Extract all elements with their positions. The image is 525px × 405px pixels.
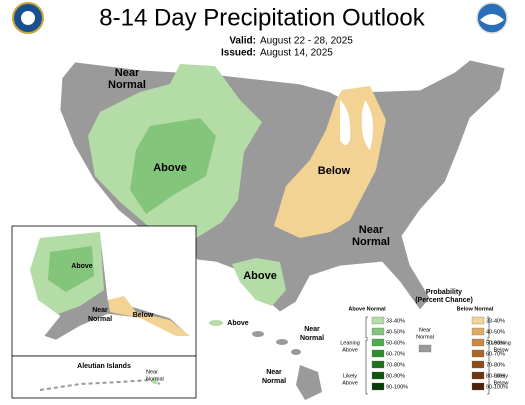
legend-bin: 60-70% <box>386 351 405 357</box>
hawaii-label: Normal <box>262 378 286 385</box>
legend-bin: 60-70% <box>486 351 505 357</box>
legend-swatch <box>418 344 432 353</box>
legend-bracket <box>487 316 490 339</box>
great-lakes <box>340 100 374 150</box>
legend-heading: Below Normal <box>457 306 494 312</box>
legend-swatch <box>471 382 485 391</box>
legend-swatch <box>471 371 485 380</box>
legend-bin: 90-100% <box>386 384 408 390</box>
alaska-below <box>108 296 190 336</box>
legend-bracket <box>365 339 368 395</box>
legend-swatch <box>471 360 485 369</box>
region-label: Above <box>153 162 187 174</box>
legend-title: Probability <box>426 289 462 296</box>
alaska-label: Normal <box>88 316 112 323</box>
legend-swatch <box>471 316 485 325</box>
region-label: Near <box>115 67 140 79</box>
legend-group: Above <box>342 347 358 353</box>
legend-bracket <box>365 316 368 339</box>
alaska-above-likely <box>48 246 94 292</box>
valid-label: Valid: <box>229 36 256 47</box>
legend-swatch <box>371 338 385 347</box>
issued-date: August 14, 2025 <box>260 48 333 59</box>
legend-bin: 70-80% <box>486 362 505 368</box>
aleutian-inset <box>11 355 197 399</box>
legend-group: Below <box>494 347 509 353</box>
conus-above-likely <box>130 118 216 214</box>
region-label: Normal <box>352 236 390 248</box>
legend-group: Likely <box>494 373 508 379</box>
legend-group: Below <box>494 380 509 386</box>
legend-heading: Above Normal <box>348 306 386 312</box>
hawaii-island <box>291 349 301 355</box>
texas-above <box>232 258 286 306</box>
legend-bin: 40-50% <box>386 329 405 335</box>
hawaii-label: Near <box>266 369 282 376</box>
noaa-logo-bird <box>480 14 504 25</box>
region-label: Normal <box>108 79 146 91</box>
legend-bin: 70-80% <box>386 362 405 368</box>
title: 8-14 Day Precipitation Outlook <box>99 4 426 31</box>
legend-group: Above <box>342 380 358 386</box>
valid-dates: August 22 - 28, 2025 <box>260 36 353 47</box>
legend-title: (Percent Chance) <box>415 297 473 304</box>
legend-group: Leaning <box>491 340 511 346</box>
legend-near: Normal <box>416 334 434 340</box>
legend-bin: 80-90% <box>386 373 405 379</box>
legend-swatch <box>471 327 485 336</box>
legend-swatch <box>371 316 385 325</box>
alaska-label: Below <box>133 312 154 319</box>
hawaii-label: Near <box>304 326 320 333</box>
hawaii-label: Above <box>227 320 249 327</box>
alaska-label: Near <box>92 307 108 314</box>
region-label: Below <box>318 165 351 177</box>
hawaii-label: Normal <box>300 335 324 342</box>
legend-swatch <box>371 382 385 391</box>
legend-swatch <box>371 349 385 358</box>
aleutian-label: Near <box>146 369 158 375</box>
legend-bin: 90-100% <box>486 384 508 390</box>
legend-bin: 33-40% <box>486 318 505 324</box>
legend-group: Leaning <box>340 340 360 346</box>
legend-group: Likely <box>343 373 357 379</box>
aleutian-label: Normal <box>146 376 164 382</box>
legend-near: Near <box>419 327 431 333</box>
legend-bracket <box>487 339 490 395</box>
alaska-label: Above <box>71 263 93 270</box>
aleutian-shade <box>152 378 158 384</box>
issued-label: Issued: <box>221 48 256 59</box>
conus-below-leaning <box>274 86 386 238</box>
hawaii-island <box>252 331 264 337</box>
legend-swatch <box>371 360 385 369</box>
region-label: Near <box>359 224 384 236</box>
legend-swatch <box>471 338 485 347</box>
region-label: Above <box>243 270 277 282</box>
legend-bin: 50-60% <box>486 340 505 346</box>
legend-swatch <box>371 327 385 336</box>
hawaii-big-island <box>296 365 322 400</box>
hawaii-island <box>209 320 223 326</box>
legend-swatch <box>471 349 485 358</box>
legend-bin: 50-60% <box>386 340 405 346</box>
hawaii-island <box>276 339 288 345</box>
commerce-logo-center <box>21 11 35 25</box>
legend-bin: 80-90% <box>486 373 505 379</box>
legend-swatch <box>371 371 385 380</box>
legend-bin: 33-40% <box>386 318 405 324</box>
legend-bin: 40-50% <box>486 329 505 335</box>
aleutian-title: Aleutian Islands <box>77 363 131 370</box>
